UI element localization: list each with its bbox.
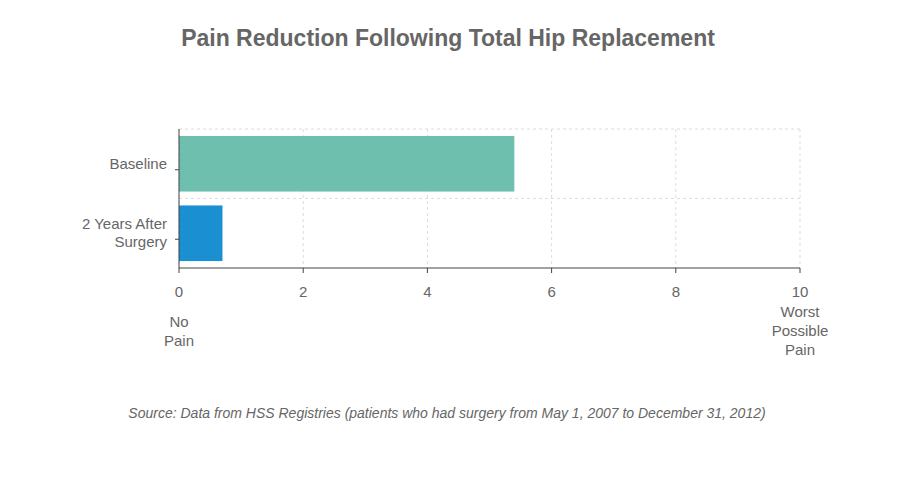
grid-line [179,129,180,268]
x-tick-label: 10 [792,283,809,300]
annotation: No Pain [164,313,194,349]
x-tick-label: 8 [672,283,680,300]
annotation-line: Pain [164,332,194,349]
grid-line-category [179,198,800,199]
grid-line [675,129,676,268]
x-axis [179,268,800,269]
x-tick [303,268,304,273]
x-tick-label: 0 [175,283,183,300]
x-tick [800,268,801,273]
bar [179,205,222,261]
category-label-line: 2 Years After [82,215,167,232]
category-label-line: Surgery [114,233,167,250]
annotation-line: Possible [772,322,829,339]
bar [179,136,514,192]
y-axis [179,129,180,268]
x-tick-label: 4 [423,283,431,300]
x-tick [179,268,180,273]
category-label-line: Baseline [109,155,167,172]
category-label: Baseline [109,155,167,172]
x-tick [427,268,428,273]
annotation-line: Worst [781,303,821,320]
annotation: Worst Possible Pain [772,303,829,358]
x-tick [675,268,676,273]
category-label: 2 Years AfterSurgery [82,215,168,250]
grid-line-category [179,129,800,130]
x-tick [551,268,552,273]
annotation-line: Pain [785,341,815,358]
annotation-line: No [169,313,188,330]
bars [179,136,514,261]
caption: Source: Data from HSS Registries (patien… [128,405,765,421]
x-tick-label: 2 [299,283,307,300]
chart: Pain Reduction Following Total Hip Repla… [0,0,900,500]
y-tick [175,169,179,170]
title: Pain Reduction Following Total Hip Repla… [181,25,715,51]
y-tick [175,239,179,240]
x-tick-label: 6 [547,283,555,300]
